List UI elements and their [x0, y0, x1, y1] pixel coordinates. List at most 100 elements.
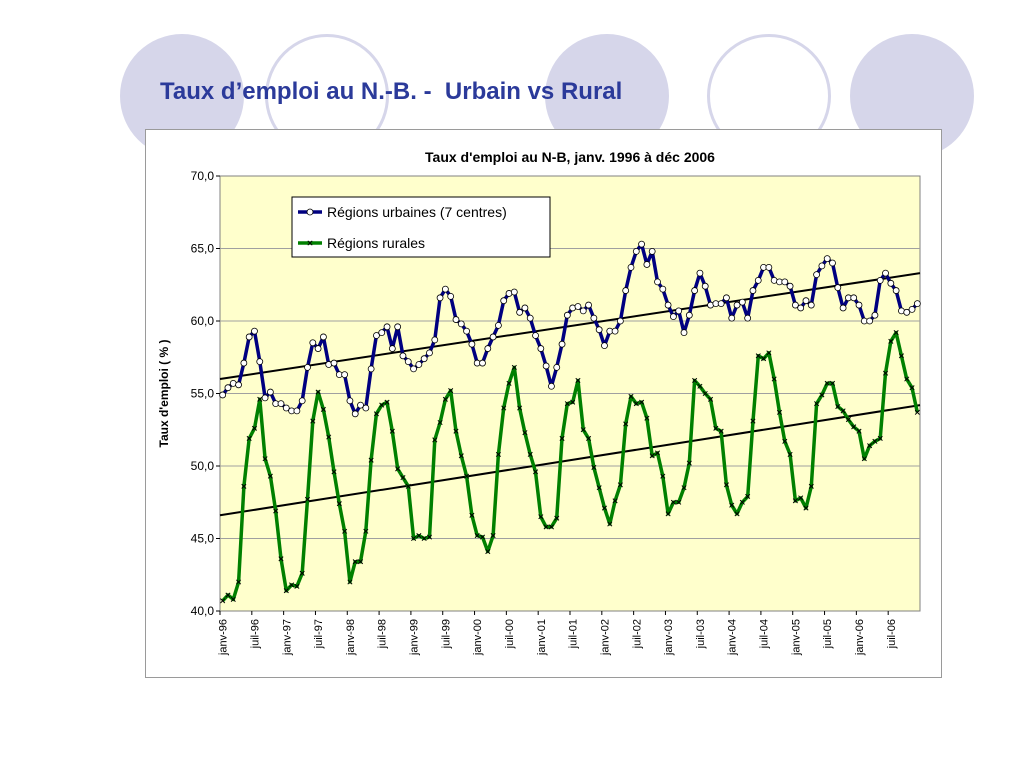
data-point-urban	[373, 332, 380, 339]
legend-label: Régions rurales	[327, 235, 425, 251]
data-point-urban	[362, 404, 370, 412]
data-point-rural	[416, 533, 422, 539]
data-point-urban	[882, 269, 889, 277]
data-point-urban	[675, 307, 683, 315]
data-point-urban	[553, 363, 561, 371]
data-point-urban	[855, 301, 863, 309]
data-point-urban	[282, 404, 290, 412]
data-point-urban	[818, 262, 826, 270]
data-point-urban	[738, 298, 746, 306]
chart-frame: Taux d'emploi au N-B, janv. 1996 à déc 2…	[145, 129, 942, 678]
data-point-rural	[426, 534, 433, 540]
data-point-rural	[495, 451, 501, 457]
data-point-rural	[453, 428, 459, 434]
data-point-urban	[834, 284, 842, 292]
data-point-urban	[701, 282, 709, 290]
data-point-rural	[909, 385, 915, 391]
x-tick-label: juil-99	[440, 619, 452, 649]
data-point-rural	[363, 528, 369, 534]
data-point-rural	[872, 438, 878, 444]
data-point-urban	[654, 278, 661, 286]
data-point-urban	[717, 300, 725, 308]
x-tick-label: juil-96	[249, 619, 261, 649]
data-point-rural	[273, 508, 279, 514]
data-point-urban	[410, 365, 417, 373]
x-tick-label: janv-97	[281, 619, 293, 656]
data-point-urban	[579, 307, 587, 315]
data-point-rural	[745, 493, 751, 500]
data-point-rural	[644, 415, 650, 421]
data-point-urban	[521, 304, 529, 312]
data-point-rural	[511, 364, 517, 370]
data-point-urban	[378, 329, 386, 337]
data-point-rural	[851, 424, 857, 430]
data-point-rural	[829, 380, 836, 386]
data-point-rural	[310, 418, 316, 424]
data-point-urban	[648, 248, 656, 255]
data-point-rural	[792, 498, 798, 504]
data-point-urban	[261, 394, 269, 402]
data-point-urban	[829, 259, 836, 267]
data-point-urban	[309, 339, 317, 347]
data-point-urban	[320, 333, 327, 341]
data-point-rural	[882, 370, 889, 376]
data-point-rural	[649, 453, 655, 459]
data-point-rural	[479, 534, 486, 540]
series-line-rural	[221, 330, 920, 602]
data-point-rural	[352, 559, 358, 565]
x-tick-label: juil-05	[822, 619, 834, 649]
data-point-rural	[320, 406, 326, 413]
x-tick-label: janv-99	[409, 619, 421, 656]
data-point-rural	[782, 438, 788, 444]
data-point-urban	[622, 287, 630, 294]
data-point-rural	[464, 473, 470, 479]
y-tick-label: 70,0	[191, 169, 215, 183]
data-point-rural	[230, 596, 236, 602]
data-point-rural	[803, 505, 809, 511]
data-point-urban	[293, 407, 301, 415]
data-point-rural	[766, 350, 772, 356]
data-point-urban	[563, 311, 571, 319]
x-tick-label: juil-97	[313, 619, 325, 649]
data-point-rural	[267, 473, 273, 479]
data-point-rural	[623, 421, 629, 427]
data-point-urban	[420, 355, 428, 363]
y-tick-label: 40,0	[191, 604, 215, 618]
data-point-rural	[373, 411, 379, 417]
data-point-urban	[542, 362, 550, 370]
data-point-urban	[908, 305, 916, 313]
x-tick-label: janv-98	[345, 619, 357, 656]
data-point-rural	[241, 483, 247, 489]
data-point-rural	[564, 401, 570, 407]
data-point-rural	[750, 418, 756, 424]
data-point-rural	[501, 405, 507, 411]
data-point-urban	[304, 363, 311, 371]
data-point-rural	[586, 435, 592, 442]
data-point-rural	[389, 428, 395, 434]
data-point-urban	[887, 279, 895, 287]
chart-title: Taux d'emploi au N-B, janv. 1996 à déc 2…	[425, 149, 715, 165]
data-point-rural	[596, 485, 602, 491]
data-point-rural	[771, 376, 777, 382]
data-point-rural	[458, 453, 464, 459]
data-point-rural	[400, 475, 406, 481]
data-point-rural	[347, 579, 353, 585]
data-point-rural	[474, 533, 480, 539]
data-point-urban	[627, 263, 635, 271]
data-point-rural	[336, 501, 342, 507]
data-point-rural	[315, 389, 321, 395]
data-point-rural	[739, 499, 745, 505]
data-point-urban	[723, 294, 730, 302]
data-point-rural	[517, 405, 523, 411]
data-point-rural	[692, 377, 698, 384]
data-point-rural	[660, 473, 666, 479]
data-point-urban	[351, 410, 359, 418]
data-point-urban	[839, 304, 847, 312]
data-point-rural	[893, 330, 899, 336]
data-point-rural	[898, 353, 904, 359]
data-point-urban	[611, 327, 619, 335]
data-point-rural	[607, 521, 613, 527]
data-point-rural	[914, 409, 920, 415]
data-point-rural	[411, 535, 417, 542]
data-point-rural	[262, 456, 268, 462]
